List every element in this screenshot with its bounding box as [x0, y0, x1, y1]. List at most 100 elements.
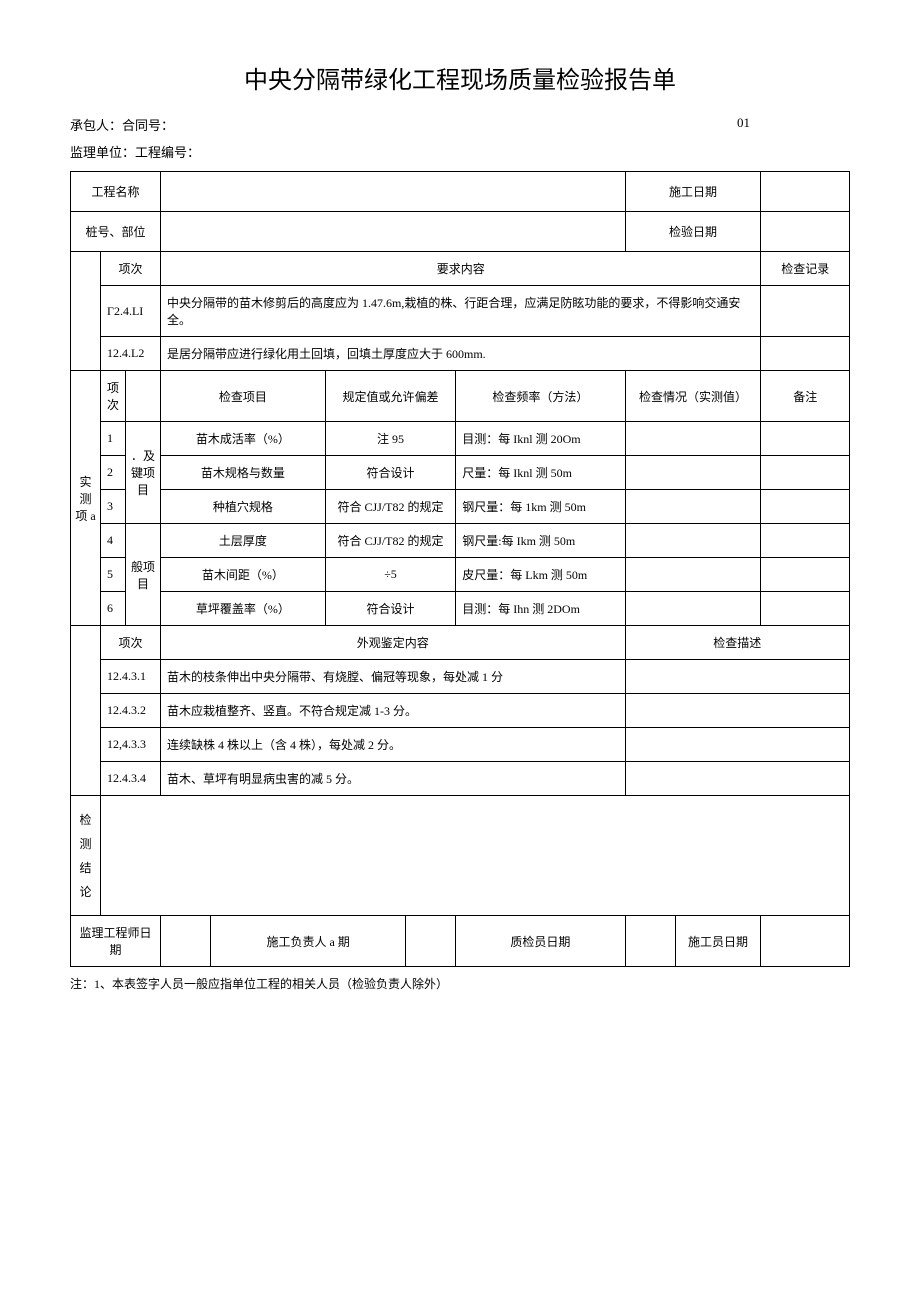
app-code-2: 12.4.3.2: [101, 694, 161, 728]
measure-side-label: 实测项 a: [71, 371, 101, 626]
app-h-item: 项次: [101, 626, 161, 660]
requirement-row-2: 12.4.L2 是居分隔带应进行绿化用土回填，回填土厚度应大于 600mm.: [71, 337, 850, 371]
req-text-1: 中央分隔带的苗木修剪后的高度应为 1.47.6m,栽植的株、行距合理，应满足防眩…: [161, 286, 761, 337]
appearance-row-3: 12,4.3.3 连续缺株 4 株以上（含 4 株），每处减 2 分。: [71, 728, 850, 762]
req-side-blank: [71, 252, 101, 371]
construction-date-label: 施工日期: [625, 172, 761, 212]
measure-row-5: 5 苗木间距（%） ÷5 皮尺量：每 Lkm 测 50m: [71, 558, 850, 592]
m-spec-3: 符合 CJJ/T82 的规定: [325, 490, 455, 524]
conclusion-value: [101, 796, 850, 916]
m-spec-2: 符合设计: [325, 456, 455, 490]
app-text-4: 苗木、草坪有明显病虫害的减 5 分。: [161, 762, 626, 796]
app-text-1: 苗木的枝条伸出中央分隔带、有烧膛、偏冠等现象，每处减 1 分: [161, 660, 626, 694]
req-code-1: Γ2.4.LI: [101, 286, 161, 337]
m-rem-6: [761, 592, 850, 626]
sig-head-label: 施工负责人 a 期: [211, 916, 406, 967]
document-title: 中央分隔带绿化工程现场质量检验报告单: [70, 60, 850, 95]
sig-qc-label: 质检员日期: [456, 916, 625, 967]
m-freq-6: 目测：每 Ihn 测 2DOm: [456, 592, 625, 626]
conclusion-row: 检测结论: [71, 796, 850, 916]
req-record-2: [761, 337, 850, 371]
appearance-row-2: 12.4.3.2 苗木应栽植整齐、竖直。不符合规定减 1-3 分。: [71, 694, 850, 728]
m-spec-6: 符合设计: [325, 592, 455, 626]
m-item-2: 苗木规格与数量: [161, 456, 326, 490]
m-sit-1: [625, 422, 761, 456]
inspection-date-value: [761, 212, 850, 252]
sig-constructor-label: 施工员日期: [675, 916, 761, 967]
m-freq-2: 尺量：每 Iknl 测 50m: [456, 456, 625, 490]
conclusion-label: 检测结论: [71, 796, 101, 916]
station-no-value: [161, 212, 626, 252]
m-spec-1: 注 95: [325, 422, 455, 456]
contractor-label: 承包人：合同号：: [70, 115, 174, 134]
general-item-label: 般项目: [126, 524, 161, 626]
m-item-3: 种植穴规格: [161, 490, 326, 524]
m-freq-1: 目测：每 Iknl 测 20Om: [456, 422, 625, 456]
appearance-row-1: 12.4.3.1 苗木的枝条伸出中央分隔带、有烧膛、偏冠等现象，每处减 1 分: [71, 660, 850, 694]
measure-row-3: 3 种植穴规格 符合 CJJ/T82 的规定 钢尺量：每 1km 测 50m: [71, 490, 850, 524]
m-item-4: 土层厚度: [161, 524, 326, 558]
m-sit-3: [625, 490, 761, 524]
m-rem-1: [761, 422, 850, 456]
header-line-1: 承包人：合同号： 01: [70, 115, 850, 134]
appearance-row-4: 12.4.3.4 苗木、草坪有明显病虫害的减 5 分。: [71, 762, 850, 796]
station-no-label: 桩号、部位: [71, 212, 161, 252]
m-rem-2: [761, 456, 850, 490]
main-table: 工程名称 施工日期 桩号、部位 检验日期 项次 要求内容 检查记录 Γ2.4.L…: [70, 171, 850, 967]
header-line-2: 监理单位：工程编号：: [70, 142, 850, 161]
app-desc-2: [625, 694, 849, 728]
m-rem-3: [761, 490, 850, 524]
m-freq-4: 钢尺量:每 Ikm 测 50m: [456, 524, 625, 558]
requirement-row-1: Γ2.4.LI 中央分隔带的苗木修剪后的高度应为 1.47.6m,栽植的株、行距…: [71, 286, 850, 337]
m-n-6: 6: [101, 592, 126, 626]
app-h-desc: 检查描述: [625, 626, 849, 660]
measure-header: 实测项 a 项次 检查项目 规定值或允许偏差 检查频率（方法） 检查情况（实测值…: [71, 371, 850, 422]
app-code-1: 12.4.3.1: [101, 660, 161, 694]
appearance-side-blank: [71, 626, 101, 796]
m-rem-4: [761, 524, 850, 558]
measure-h-spec: 规定值或允许偏差: [325, 371, 455, 422]
sig-supervisor-value: [161, 916, 211, 967]
measure-row-1: 1 ．及键项目 苗木成活率（%） 注 95 目测：每 Iknl 测 20Om: [71, 422, 850, 456]
contract-no: 01: [737, 115, 750, 134]
app-desc-4: [625, 762, 849, 796]
req-item-header: 项次: [101, 252, 161, 286]
m-sit-2: [625, 456, 761, 490]
app-text-3: 连续缺株 4 株以上（含 4 株），每处减 2 分。: [161, 728, 626, 762]
m-n-1: 1: [101, 422, 126, 456]
m-item-1: 苗木成活率（%）: [161, 422, 326, 456]
measure-row-4: 4 般项目 土层厚度 符合 CJJ/T82 的规定 钢尺量:每 Ikm 测 50…: [71, 524, 850, 558]
m-sit-5: [625, 558, 761, 592]
app-text-2: 苗木应栽植整齐、竖直。不符合规定减 1-3 分。: [161, 694, 626, 728]
m-sit-4: [625, 524, 761, 558]
m-sit-6: [625, 592, 761, 626]
req-record-header: 检查记录: [761, 252, 850, 286]
m-n-3: 3: [101, 490, 126, 524]
measure-h-remark: 备注: [761, 371, 850, 422]
req-text-2: 是居分隔带应进行绿化用土回填，回填土厚度应大于 600mm.: [161, 337, 761, 371]
appearance-header: 项次 外观鉴定内容 检查描述: [71, 626, 850, 660]
m-freq-3: 钢尺量：每 1km 测 50m: [456, 490, 625, 524]
station-no-row: 桩号、部位 检验日期: [71, 212, 850, 252]
m-spec-4: 符合 CJJ/T82 的规定: [325, 524, 455, 558]
measure-h-freq: 检查频率（方法）: [456, 371, 625, 422]
footnote: 注：1、本表签字人员一般应指单位工程的相关人员（检验负责人除外）: [70, 975, 850, 992]
req-content-header: 要求内容: [161, 252, 761, 286]
sig-qc-value: [625, 916, 675, 967]
app-desc-3: [625, 728, 849, 762]
signature-row: 监理工程师日期 施工负责人 a 期 质检员日期 施工员日期: [71, 916, 850, 967]
measure-cat-blank: [126, 371, 161, 422]
measure-row-6: 6 草坪覆盖率（%） 符合设计 目测：每 Ihn 测 2DOm: [71, 592, 850, 626]
m-freq-5: 皮尺量：每 Lkm 测 50m: [456, 558, 625, 592]
project-name-value: [161, 172, 626, 212]
req-record-1: [761, 286, 850, 337]
m-item-6: 草坪覆盖率（%）: [161, 592, 326, 626]
sig-constructor-value: [761, 916, 850, 967]
m-n-5: 5: [101, 558, 126, 592]
app-code-3: 12,4.3.3: [101, 728, 161, 762]
key-item-label: ．及键项目: [126, 422, 161, 524]
app-code-4: 12.4.3.4: [101, 762, 161, 796]
measure-h-check: 检查项目: [161, 371, 326, 422]
supervisor-unit-label: 监理单位：工程编号：: [70, 142, 200, 161]
measure-row-2: 2 苗木规格与数量 符合设计 尺量：每 Iknl 测 50m: [71, 456, 850, 490]
